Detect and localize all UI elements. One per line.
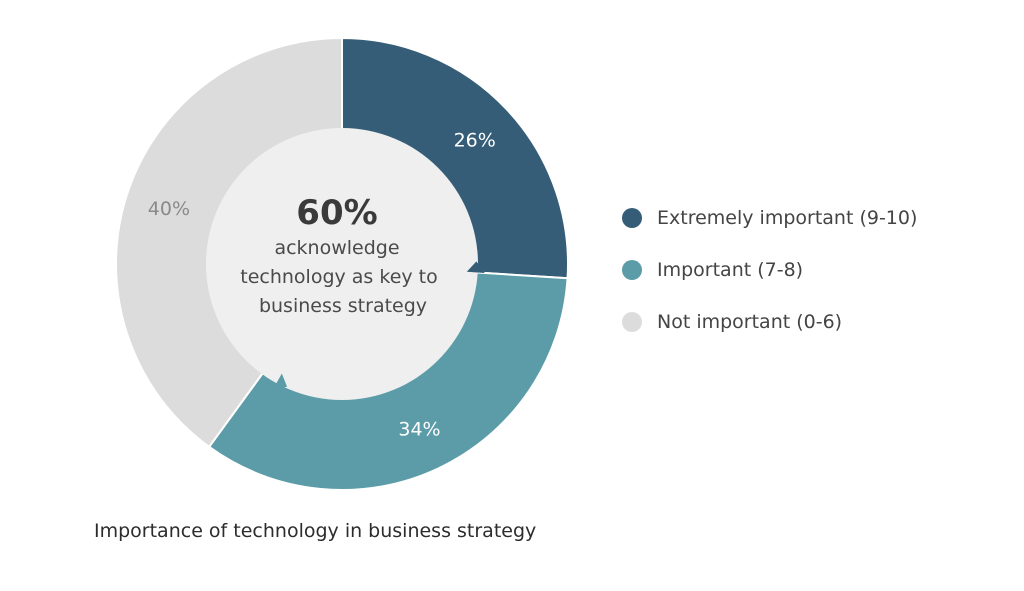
legend-item-extremely-important: Extremely important (9-10) [622,206,917,230]
center-text-line-3: business strategy [259,295,427,317]
arrow-icon [273,373,288,390]
center-arrows [273,261,485,390]
legend-label-important: Important (7-8) [657,259,804,281]
legend-item-not-important: Not important (0-6) [622,310,917,334]
legend-swatch-important [622,260,642,280]
center-text-line-2: technology as key to [240,266,438,288]
slice-label-extremely-important: 26% [454,129,496,151]
slice-labels: 26% 34% 40% [148,129,496,440]
arrow-icon [466,261,485,273]
center-value: 60% [296,193,377,233]
chart-caption: Importance of technology in business str… [94,520,537,542]
legend-item-important: Important (7-8) [622,258,917,282]
chart-legend: Extremely important (9-10) Important (7-… [622,206,917,362]
legend-label-not-important: Not important (0-6) [657,311,843,333]
slice-label-not-important: 40% [148,198,190,220]
legend-swatch-extremely-important [622,208,642,228]
legend-label-extremely-important: Extremely important (9-10) [657,207,918,229]
slice-label-important: 34% [398,419,440,441]
legend-swatch-not-important [622,312,642,332]
donut-center-hole [206,128,478,400]
center-text-line-1: acknowledge [274,237,399,259]
